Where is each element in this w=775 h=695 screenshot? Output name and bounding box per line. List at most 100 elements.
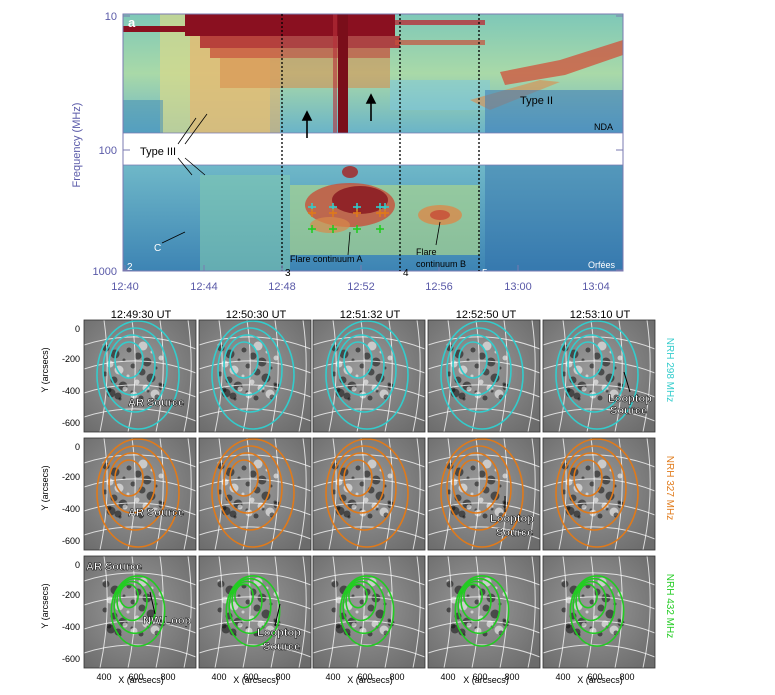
plus-marker [353,209,361,217]
grid-y-tick: -200 [62,590,80,600]
y-tick-100: 100 [99,145,117,157]
y-tick-1000: 1000 [93,266,117,278]
image-panel [427,437,541,551]
instrument-orfees: Orfées [588,260,616,270]
image-panel: 400 600 800 [198,555,312,682]
plus-marker [308,209,316,217]
time-label-5: 12:53:10 UT [570,309,631,321]
frequency-markers [308,203,389,233]
grid-x-tick: 600 [243,672,258,682]
marker-3: 3 [285,268,291,279]
grid-y-tick: -400 [62,622,80,632]
image-panel [542,437,656,551]
annotation-r3c1b: NW Loop [143,615,192,627]
x-tick-1244: 12:44 [190,281,218,293]
grid-y-label-row3: Y (arcsecs) [40,583,50,628]
x-tick-1240: 12:40 [111,281,139,293]
image-grid: 0 -200 -400 -600 0 -200 -400 -600 0 -200 -400 -600 4… [62,319,656,682]
image-panel [198,319,312,433]
annotation-c: C [154,243,161,254]
image-panel [312,319,426,433]
image-panel: 400 600 800 [312,555,426,682]
grid-x-tick: 800 [504,672,519,682]
grid-x-tick: 600 [472,672,487,682]
grid-x-tick: 400 [325,672,340,682]
annotation-r2c4b: Source [496,527,533,539]
annotation-r3c2b: Source [263,641,300,653]
grid-y-tick: -200 [62,354,80,364]
row-label-298: NRH 298 MHz [664,338,675,402]
grid-y-tick: 0 [75,560,80,570]
plus-marker [329,225,337,233]
annotation-r2c4a: Looptop [490,513,534,525]
x-tick-1300: 13:00 [504,281,532,293]
time-label-1: 12:49:30 UT [111,309,172,321]
grid-y-label-row2: Y (arcsecs) [40,465,50,510]
plus-marker [329,209,337,217]
grid-y-tick: -400 [62,504,80,514]
image-panel [542,319,656,433]
marker-4: 4 [403,268,409,279]
grid-y-label-row1: Y (arcsecs) [40,347,50,392]
image-panel: 0 -200 -400 -600 [62,319,197,433]
annotation-type-ii: Type II [520,95,553,107]
annotation-r2c1: AR Source [128,507,184,519]
marker-5: 5 [482,268,488,279]
annotation-r1c5b: Source [610,405,647,417]
grid-y-tick: -600 [62,654,80,664]
annotation-r1c1: AR Source [128,397,184,409]
row-label-432: NRH 432 MHz [664,574,675,638]
annotation-r1c5a: Looptop [608,393,652,405]
grid-x-label-4: X (arcsecs) [463,675,509,685]
marker-2: 2 [127,262,133,273]
y-axis-label: Frequency (MHz) [71,103,83,188]
x-tick-1252: 12:52 [347,281,375,293]
time-label-4: 12:52:50 UT [456,309,517,321]
grid-x-label-3: X (arcsecs) [347,675,393,685]
image-panel [312,437,426,551]
grid-y-tick: -600 [62,536,80,546]
grid-y-tick: -400 [62,386,80,396]
grid-x-tick: 400 [555,672,570,682]
grid-x-tick: 800 [619,672,634,682]
plus-marker [381,209,389,217]
image-panel [198,437,312,551]
annotation-r3c2a: Looptop [257,627,301,639]
image-panel: 0 -200 -400 -600 [62,437,197,551]
grid-y-tick: 0 [75,442,80,452]
image-panel: 400 600 800 [542,555,656,682]
grid-x-tick: 400 [211,672,226,682]
annotation-flare-continuum-b-line1: Flare [416,247,437,257]
row-label-327: NRH 327 MHz [664,456,675,520]
plus-marker [376,225,384,233]
time-label-2: 12:50:30 UT [226,309,287,321]
grid-x-label-2: X (arcsecs) [233,675,279,685]
grid-x-tick: 800 [389,672,404,682]
x-tick-1256: 12:56 [425,281,453,293]
x-tick-1304: 13:04 [582,281,610,293]
grid-y-tick: 0 [75,324,80,334]
grid-x-tick: 600 [128,672,143,682]
instrument-nda: NDA [594,122,613,132]
annotation-flare-continuum-b-line2: continuum B [416,259,466,269]
dynamic-spectrum-panel: 10 100 1000 Frequency (MHz) 12:40 12:44 … [71,11,624,293]
panel-label-a: a [128,15,136,30]
image-panel: 0 -200 -400 -600 400 600 800 [62,555,197,682]
image-panel [427,319,541,433]
grid-x-label-1: X (arcsecs) [118,675,164,685]
grid-x-tick: 600 [357,672,372,682]
grid-x-tick: 800 [160,672,175,682]
annotation-r3c1a: AR Source [86,561,142,573]
annotation-flare-continuum-a: Flare continuum A [290,254,363,264]
plus-marker [308,225,316,233]
grid-y-tick: -200 [62,472,80,482]
y-tick-10: 10 [105,11,117,23]
grid-x-tick: 600 [587,672,602,682]
grid-x-tick: 400 [440,672,455,682]
grid-y-tick: -600 [62,418,80,428]
annotation-type-iii: Type III [140,146,176,158]
image-panel: 400 600 800 [427,555,541,682]
x-tick-1248: 12:48 [268,281,296,293]
grid-x-label-5: X (arcsecs) [577,675,623,685]
